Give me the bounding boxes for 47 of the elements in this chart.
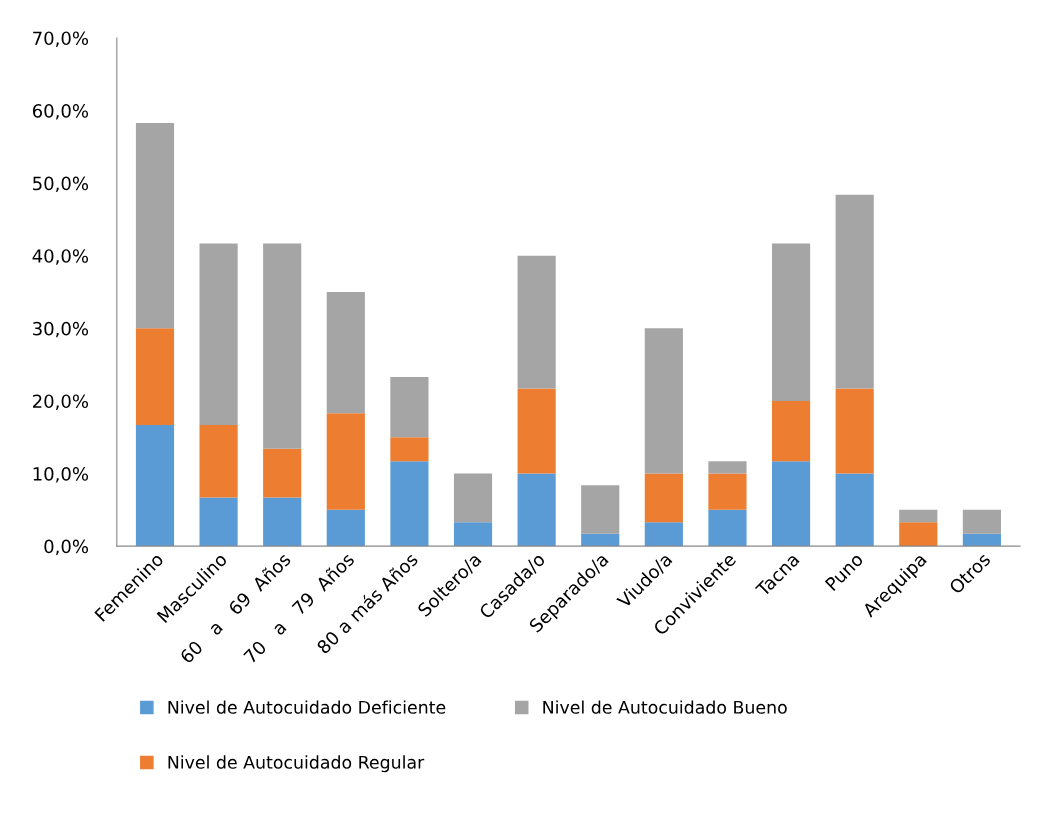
bar [263,497,302,547]
bar [644,473,683,523]
y-tick-label: 0,0% [44,539,89,556]
bar [135,122,175,329]
bar [835,388,874,474]
y-tick-label: 50,0% [33,176,89,193]
y-tick-label: 10,0% [33,467,89,483]
bar [899,509,938,523]
bar [135,424,175,547]
bar [708,473,747,510]
bar [771,400,811,462]
bar [326,413,365,510]
bar [390,437,429,462]
legend-label: Nivel de Autocuidado Deficiente [168,700,446,714]
y-tick-label: 60,0% [32,104,89,120]
bar [326,509,365,547]
y-tick-label: 40,0% [32,249,89,265]
bar [899,522,938,547]
bar [517,388,556,474]
bar [517,473,556,547]
y-tick-label: 70,0% [33,31,89,47]
bar [644,522,683,547]
bar [517,255,556,389]
legend-label: Nivel de Autocuidado Bueno [543,700,787,714]
bar [135,328,175,425]
bar [708,461,747,474]
bar [199,243,238,425]
bar [771,461,811,547]
bar [771,243,811,401]
bar [708,509,747,547]
bar [453,473,493,523]
y-tick-label: 30,0% [33,321,89,338]
bar [644,328,683,474]
bar [390,461,429,547]
bar [263,448,302,498]
bar [835,473,874,547]
bar [835,194,874,389]
legend-label: Nivel de Autocuidado Regular [168,755,425,773]
y-tick-label: 20,0% [33,394,89,410]
bar [962,509,1001,534]
bar [263,243,302,449]
bar [326,292,365,414]
bar [581,485,620,534]
bar [199,424,238,498]
bar [199,497,238,547]
bar [390,376,429,438]
bar [453,522,493,547]
